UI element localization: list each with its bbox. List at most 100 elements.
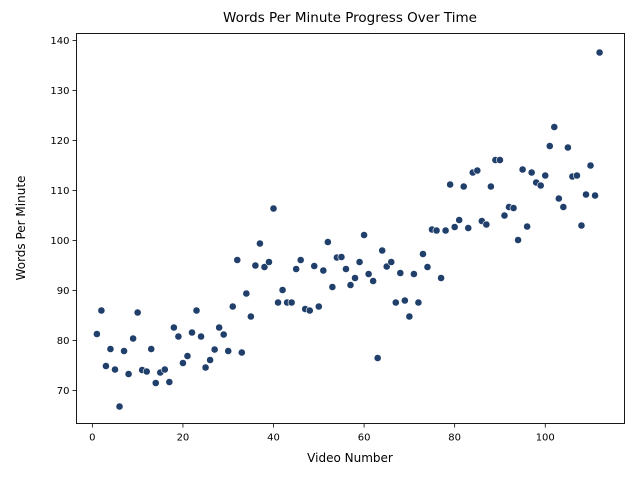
x-tick-label: 60 — [358, 433, 371, 444]
data-point — [292, 265, 301, 273]
data-point — [387, 258, 396, 266]
y-tick-label: 90 — [57, 286, 70, 297]
x-tick-label: 40 — [267, 433, 280, 444]
data-point — [573, 171, 581, 180]
data-point — [188, 328, 196, 337]
y-tick-label: 100 — [50, 236, 69, 247]
data-point — [450, 223, 459, 231]
data-point — [455, 216, 464, 224]
data-point — [206, 356, 215, 364]
data-point — [464, 224, 473, 232]
data-point — [563, 143, 572, 152]
data-point — [215, 323, 224, 332]
data-point — [111, 365, 119, 374]
data-point — [369, 277, 378, 285]
data-point — [265, 258, 273, 266]
data-point — [396, 269, 405, 277]
data-point — [378, 246, 387, 255]
plot-frame — [76, 33, 625, 424]
data-point — [437, 274, 445, 282]
data-point — [219, 330, 228, 339]
data-point — [133, 308, 142, 317]
data-point — [342, 265, 350, 273]
data-point — [373, 354, 382, 362]
data-point — [115, 402, 124, 411]
data-point — [482, 220, 491, 229]
data-point — [129, 334, 138, 343]
data-point — [278, 286, 287, 294]
data-point — [310, 262, 319, 270]
data-point — [97, 306, 106, 315]
data-point — [586, 161, 595, 170]
data-point — [160, 365, 169, 374]
data-point — [496, 156, 504, 164]
data-point — [242, 289, 251, 298]
data-point — [269, 204, 278, 213]
data-point — [473, 166, 482, 175]
x-tick-label: 100 — [536, 433, 555, 444]
data-point — [305, 306, 314, 315]
data-point — [165, 378, 174, 386]
data-point — [169, 323, 178, 332]
data-point — [414, 298, 423, 307]
data-point — [192, 306, 201, 315]
data-point — [351, 274, 359, 282]
data-point — [514, 236, 522, 244]
data-point — [237, 348, 246, 357]
data-point — [582, 190, 590, 199]
data-point — [319, 266, 328, 275]
data-point — [256, 239, 264, 248]
data-point — [314, 302, 323, 311]
y-axis: 70 80 90 100 110 120 130 140 — [50, 36, 77, 397]
data-point — [224, 347, 233, 355]
data-point — [441, 226, 450, 235]
data-point — [106, 345, 115, 353]
data-point — [419, 250, 427, 258]
data-point — [183, 352, 192, 360]
data-point — [518, 165, 527, 174]
data-point — [355, 258, 364, 266]
data-point — [432, 226, 441, 235]
data-point — [559, 203, 568, 211]
data-point — [360, 231, 368, 239]
x-axis: 0 20 40 60 80 100 — [89, 423, 555, 444]
data-point — [251, 261, 260, 270]
data-point — [142, 367, 151, 376]
x-tick-label: 0 — [89, 433, 95, 444]
data-point — [92, 330, 101, 338]
data-point — [174, 332, 183, 341]
x-tick-label: 20 — [177, 433, 190, 444]
data-point — [151, 379, 160, 387]
data-point — [124, 370, 133, 378]
data-point — [545, 142, 554, 150]
data-point — [391, 298, 400, 307]
y-tick-label: 140 — [50, 36, 69, 47]
data-point — [595, 48, 604, 57]
data-point — [287, 298, 296, 307]
data-point — [446, 180, 455, 189]
data-point — [527, 168, 536, 177]
y-tick-label: 80 — [57, 336, 70, 347]
data-point — [210, 345, 219, 354]
data-point — [459, 182, 468, 191]
x-axis-label: Video Number — [307, 451, 393, 465]
data-point — [274, 298, 282, 307]
y-tick-label: 70 — [57, 386, 70, 397]
data-point — [554, 194, 563, 203]
chart-title: Words Per Minute Progress Over Time — [223, 10, 477, 26]
data-point — [337, 253, 346, 261]
y-tick-label: 120 — [50, 136, 69, 147]
data-point — [346, 281, 355, 289]
data-point — [260, 263, 269, 271]
data-point — [246, 312, 255, 321]
data-point — [400, 296, 409, 305]
data-points — [92, 48, 604, 411]
data-point — [577, 221, 586, 230]
data-point — [197, 332, 205, 341]
data-point — [550, 123, 559, 131]
data-point — [541, 171, 550, 180]
data-point — [591, 191, 599, 200]
x-tick-label: 80 — [448, 433, 461, 444]
